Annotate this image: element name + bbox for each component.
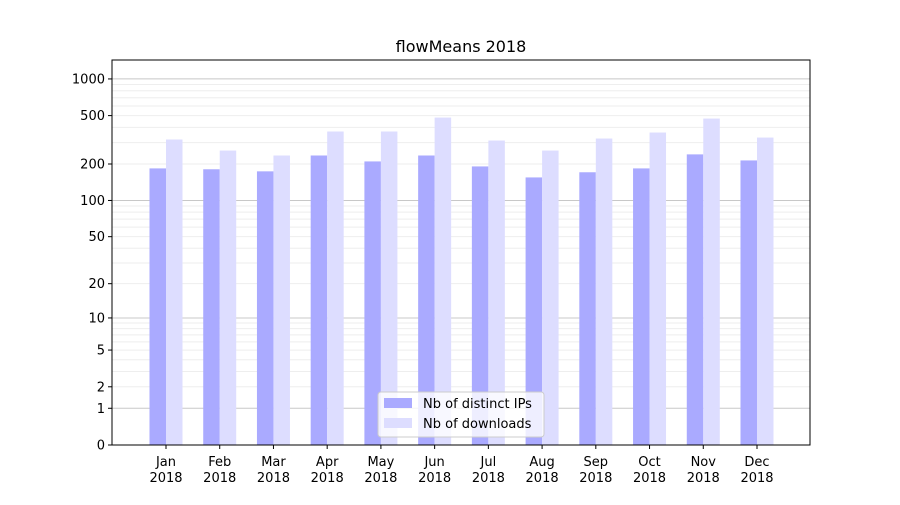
x-tick-label: 2018 [149,471,182,486]
bar-downloads [595,138,613,445]
y-tick-label: 1000 [72,72,105,87]
chart-title: flowMeans 2018 [396,37,527,56]
y-tick-label: 5 [97,344,105,359]
y-tick-label: 1 [97,402,105,417]
x-tick-label: Apr [316,455,339,470]
legend-swatch [384,418,412,428]
legend-swatch [384,398,412,408]
x-tick-label: Mar [261,455,286,470]
bar-downloads [166,139,183,445]
bar-ips [740,160,757,446]
y-tick-label: 0 [97,439,105,454]
bar-downloads [273,155,290,446]
y-tick-label: 50 [88,230,105,245]
y-tick-label: 10 [88,311,105,326]
y-tick-label: 100 [80,194,105,209]
x-tick-label: Jan [155,455,176,470]
bar-ips [633,168,650,445]
bar-ips [471,166,489,445]
x-tick-label: May [367,455,394,470]
y-tick-label: 200 [80,158,105,173]
bar-downloads [757,137,774,446]
legend-label: Nb of distinct IPs [423,397,532,412]
x-tick-label: 2018 [687,471,720,486]
bar-downloads [542,150,559,445]
bar-ips [203,169,220,445]
x-tick-label: 2018 [579,471,612,486]
bar-downloads [434,117,452,445]
x-tick-label: 2018 [740,471,773,486]
x-tick-label: Nov [691,455,717,470]
bar-downloads [703,118,720,446]
bar-ips [310,155,328,446]
bar-downloads [649,132,667,445]
bar-downloads [380,131,398,445]
legend: Nb of distinct IPs Nb of downloads [377,391,545,438]
x-tick-label: 2018 [526,471,559,486]
y-tick-label: 20 [88,277,105,292]
legend-box [377,391,545,438]
bar-ips [418,155,435,446]
x-tick-label: 2018 [257,471,290,486]
x-tick-label: 2018 [203,471,236,486]
x-tick-label: 2018 [364,471,397,486]
plot-frame [111,59,811,446]
bar-downloads [327,131,344,445]
x-tick-label: Jun [423,455,444,470]
bar-ips [364,161,381,446]
x-tick-label: 2018 [633,471,666,486]
x-tick-label: Aug [529,455,554,470]
bar-ips [149,168,166,445]
bar-downloads [219,150,237,445]
x-tick-label: Oct [638,455,660,470]
x-tick-label: 2018 [311,471,344,486]
x-tick-label: Sep [584,455,609,470]
bar-ips [256,171,274,445]
x-tick-label: Feb [208,455,231,470]
bar-ips [579,172,596,445]
x-tick-label: 2018 [472,471,505,486]
y-tick-label: 2 [97,380,105,395]
bar-ips [525,177,543,445]
bar-downloads [488,140,505,446]
x-tick-label: Dec [744,455,769,470]
x-tick-label: Jul [480,455,497,470]
x-tick-label: 2018 [418,471,451,486]
bar-ips [686,154,704,445]
legend-label: Nb of downloads [423,417,532,432]
y-tick-label: 500 [80,109,105,124]
